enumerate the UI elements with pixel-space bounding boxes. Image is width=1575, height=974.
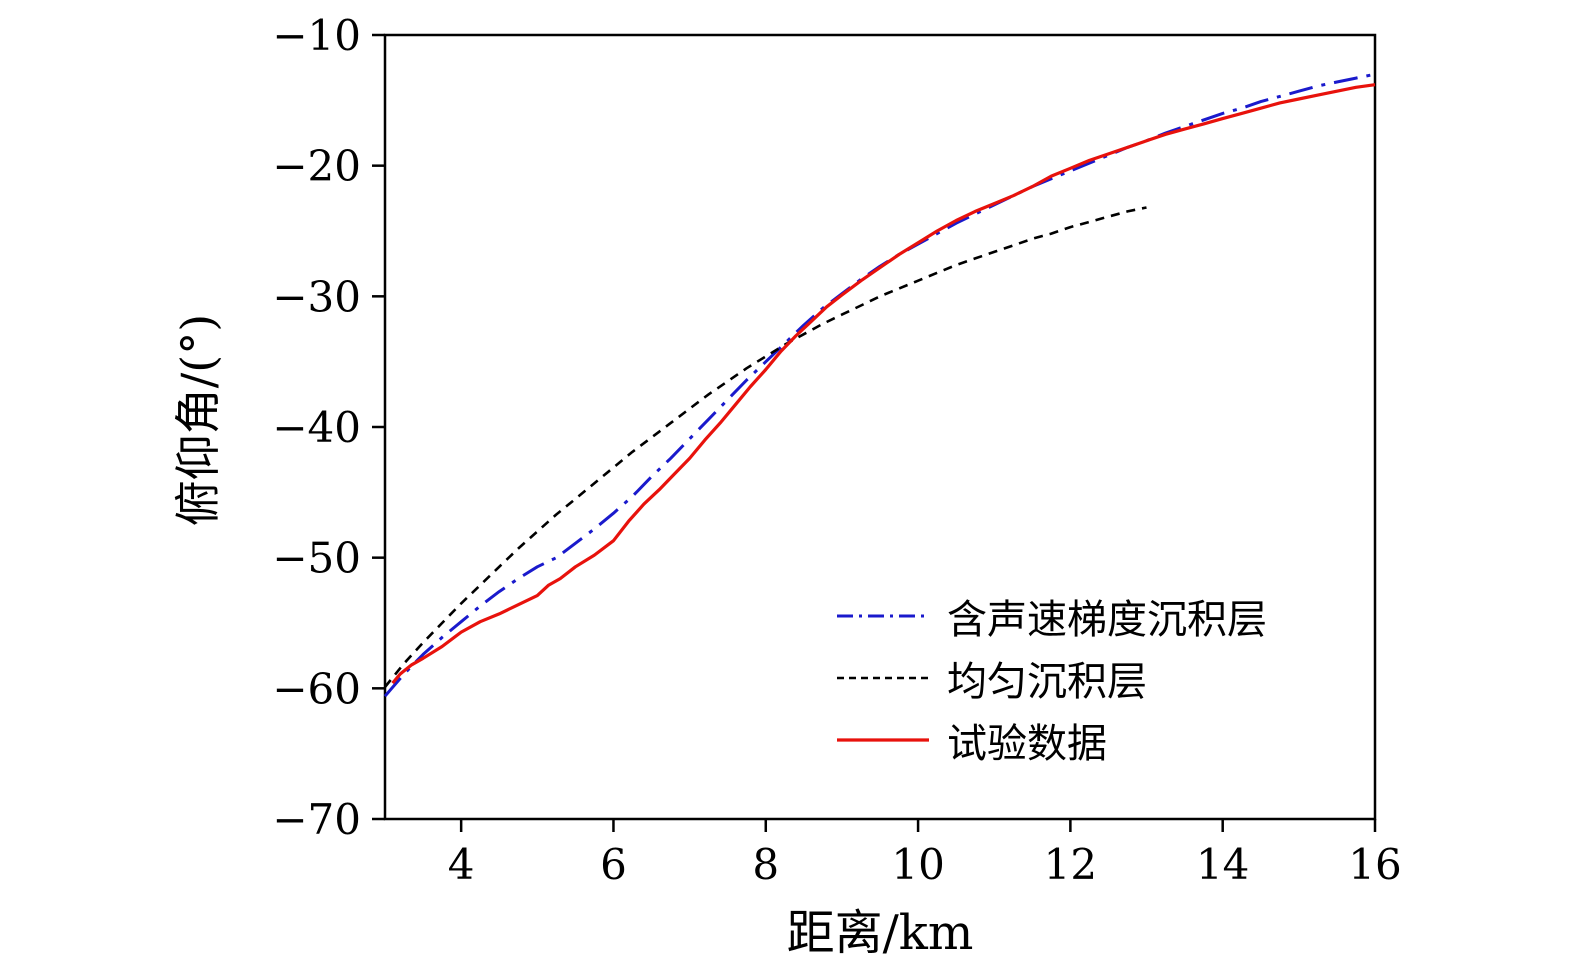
legend-item-uniform-sediment: 均匀沉积层: [835, 647, 1267, 709]
y-tick-label: −50: [272, 534, 361, 583]
series-line-2: [391, 83, 1376, 685]
y-tick-label: −70: [272, 795, 361, 844]
legend-item-experimental-data: 试验数据: [835, 709, 1267, 771]
y-tick-label: −20: [272, 142, 361, 191]
y-tick-label: −40: [272, 403, 361, 452]
legend-dashed-line-icon: [837, 676, 929, 680]
x-tick-label: 6: [600, 840, 627, 889]
x-tick-label: 8: [752, 840, 779, 889]
x-tick-label: 10: [891, 840, 944, 889]
x-axis-label: 距离/km: [786, 905, 974, 961]
y-tick-label: −30: [272, 272, 361, 321]
y-tick-label: −10: [272, 11, 361, 60]
series-line-1: [383, 206, 1147, 688]
legend-label: 含声速梯度沉积层: [947, 597, 1267, 643]
legend-dashdot-line-icon: [837, 614, 929, 618]
x-tick-label: 14: [1196, 840, 1249, 889]
legend-label: 试验数据: [947, 721, 1107, 767]
y-tick-label: −60: [272, 664, 361, 713]
x-tick-label: 16: [1348, 840, 1401, 889]
legend-solid-line-icon: [837, 738, 929, 742]
x-tick-label: 4: [448, 840, 475, 889]
y-axis-label: 俯仰角/(°): [171, 313, 225, 527]
legend-label: 均匀沉积层: [947, 659, 1147, 705]
legend-item-gradient-sediment: 含声速梯度沉积层: [835, 585, 1267, 647]
legend: 含声速梯度沉积层 均匀沉积层 试验数据: [835, 585, 1267, 771]
x-tick-label: 12: [1044, 840, 1097, 889]
